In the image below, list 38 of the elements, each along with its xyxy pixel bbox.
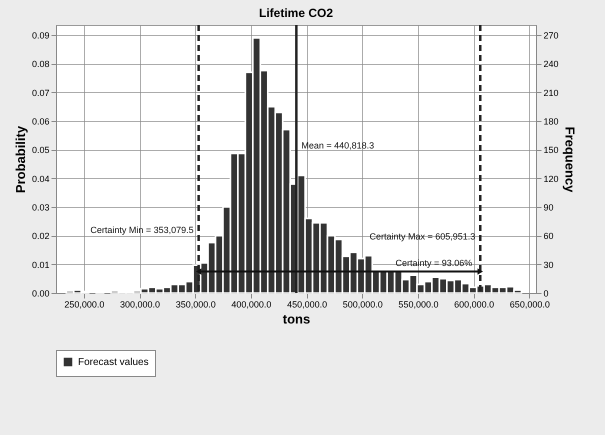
y-axis-title: Probability <box>12 125 28 194</box>
x-tick-label: 650,000.0 <box>510 300 550 310</box>
y-tick-label: 0.00 <box>32 288 50 298</box>
x-tick-label: 350,000.0 <box>176 300 216 310</box>
y2-axis-title: Frequency <box>562 126 578 194</box>
annotation: Certainty = 93.06% <box>395 258 472 268</box>
y-tick-label: 0.02 <box>32 231 50 242</box>
ref-line-label: Certainty Max = 605,951.3 <box>369 232 476 242</box>
y-tick-label: 0.05 <box>32 145 50 156</box>
y-tick-label: 0.01 <box>32 260 50 270</box>
legend-label: Forecast values <box>78 357 149 368</box>
x-tick-label: 300,000.0 <box>120 300 160 310</box>
chart-title: Lifetime CO2 <box>258 6 334 20</box>
y-tick-label: 0.04 <box>32 174 50 184</box>
ref-line-label: Certainty Min = 353,079.5 <box>90 225 194 236</box>
y-tick-label: 0.07 <box>32 88 50 98</box>
x-tick-label: 550,000.0 <box>398 300 438 310</box>
y2-tick-label: 0 <box>544 288 549 298</box>
x-axis-title: tons <box>282 312 310 326</box>
y2-tick-label: 210 <box>544 88 559 98</box>
y2-tick-label: 120 <box>544 174 559 184</box>
y-tick-label: 0.03 <box>32 202 50 213</box>
x-tick-label: 250,000.0 <box>64 300 104 310</box>
x-tick-label: 450,000.0 <box>287 300 328 310</box>
y2-tick-label: 60 <box>544 231 554 242</box>
y2-tick-label: 150 <box>544 145 559 156</box>
y2-tick-label: 30 <box>544 260 554 270</box>
y2-tick-label: 240 <box>544 59 559 70</box>
y2-tick-label: 180 <box>544 116 559 127</box>
y-tick-label: 0.06 <box>32 116 50 127</box>
x-tick-label: 400,000.0 <box>231 300 272 310</box>
y-tick-label: 0.08 <box>32 59 50 70</box>
x-tick-label: 500,000.0 <box>342 300 383 310</box>
x-tick-label: 600,000.0 <box>454 300 494 310</box>
y-tick-label: 0.09 <box>32 30 50 41</box>
y2-tick-label: 90 <box>544 202 554 213</box>
y2-tick-label: 270 <box>544 30 559 41</box>
ref-line-label: Mean = 440,818.3 <box>301 140 374 151</box>
